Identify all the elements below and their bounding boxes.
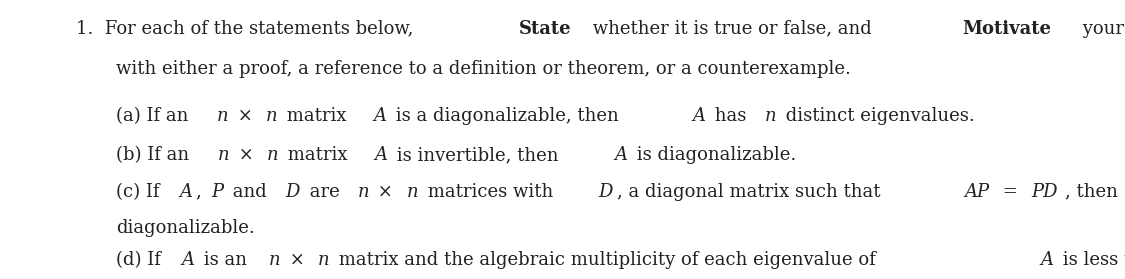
Text: (d) If: (d) If — [116, 251, 166, 269]
Text: PD: PD — [1032, 183, 1058, 201]
Text: (c) If: (c) If — [116, 183, 165, 201]
Text: ×: × — [372, 183, 399, 201]
Text: , a diagonal matrix such that: , a diagonal matrix such that — [618, 183, 886, 201]
Text: (a) If an: (a) If an — [116, 107, 194, 126]
Text: n: n — [269, 251, 280, 269]
Text: is diagonalizable.: is diagonalizable. — [631, 146, 796, 165]
Text: distinct eigenvalues.: distinct eigenvalues. — [780, 107, 974, 126]
Text: A: A — [181, 251, 195, 269]
Text: ×: × — [284, 251, 310, 269]
Text: ×: × — [232, 107, 259, 126]
Text: A: A — [179, 183, 192, 201]
Text: n: n — [217, 107, 228, 126]
Text: is less than: is less than — [1058, 251, 1125, 269]
Text: n: n — [358, 183, 369, 201]
Text: n: n — [267, 146, 279, 165]
Text: is an: is an — [198, 251, 253, 269]
Text: with either a proof, a reference to a definition or theorem, or a counterexample: with either a proof, a reference to a de… — [116, 60, 850, 78]
Text: A: A — [1041, 251, 1054, 269]
Text: A: A — [692, 107, 705, 126]
Text: (b) If an: (b) If an — [116, 146, 195, 165]
Text: =: = — [997, 183, 1024, 201]
Text: your answer: your answer — [1077, 20, 1125, 38]
Text: AP: AP — [964, 183, 990, 201]
Text: matrices with: matrices with — [422, 183, 559, 201]
Text: are: are — [304, 183, 345, 201]
Text: matrix: matrix — [281, 107, 352, 126]
Text: diagonalizable.: diagonalizable. — [116, 219, 254, 237]
Text: whether it is true or false, and: whether it is true or false, and — [587, 20, 878, 38]
Text: n: n — [407, 183, 418, 201]
Text: n: n — [266, 107, 278, 126]
Text: ×: × — [233, 146, 259, 165]
Text: A: A — [374, 146, 387, 165]
Text: ,: , — [196, 183, 208, 201]
Text: A: A — [614, 146, 628, 165]
Text: D: D — [286, 183, 299, 201]
Text: n: n — [318, 251, 330, 269]
Text: is invertible, then: is invertible, then — [390, 146, 564, 165]
Text: n: n — [217, 146, 229, 165]
Text: , then: , then — [1065, 183, 1124, 201]
Text: n: n — [765, 107, 776, 126]
Text: A: A — [374, 107, 386, 126]
Text: D: D — [598, 183, 613, 201]
Text: and: and — [226, 183, 272, 201]
Text: has: has — [709, 107, 753, 126]
Text: 1.  For each of the statements below,: 1. For each of the statements below, — [76, 20, 420, 38]
Text: P: P — [212, 183, 223, 201]
Text: matrix: matrix — [282, 146, 353, 165]
Text: Motivate: Motivate — [962, 20, 1051, 38]
Text: is a diagonalizable, then: is a diagonalizable, then — [389, 107, 624, 126]
Text: matrix and the algebraic multiplicity of each eigenvalue of: matrix and the algebraic multiplicity of… — [333, 251, 882, 269]
Text: State: State — [520, 20, 572, 38]
